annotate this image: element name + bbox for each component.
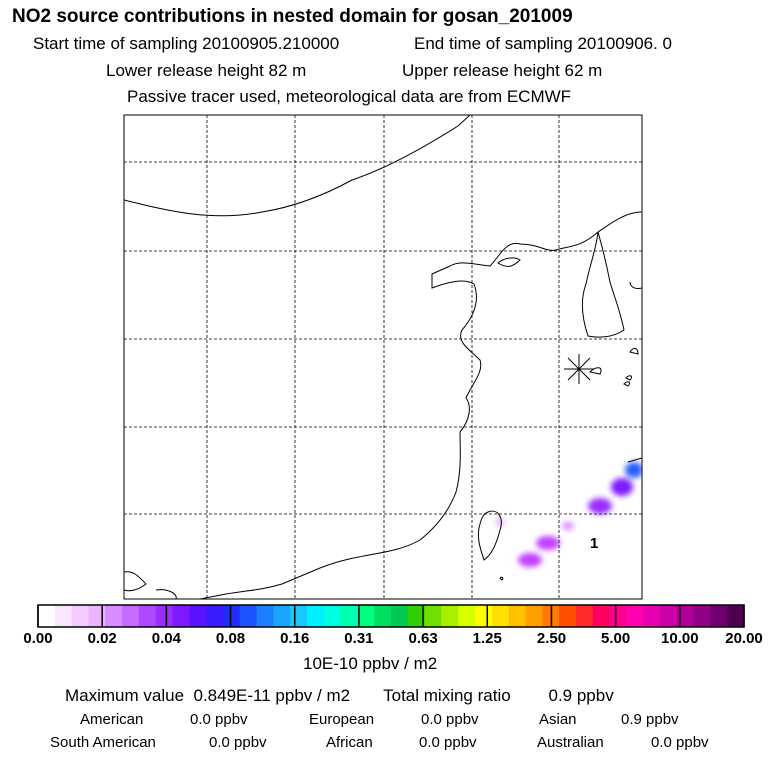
colorbar-swatch [575, 605, 594, 627]
lat-lon-grid [124, 115, 642, 599]
colorbar-swatch [155, 605, 173, 627]
colorbar-swatch [38, 605, 56, 627]
colorbar-swatch [306, 605, 325, 627]
colorbar-swatch [643, 605, 661, 627]
region-value: 0.0 ppbv [651, 734, 709, 751]
receptor-label: 1 [590, 535, 598, 552]
colorbar-swatch [54, 605, 73, 627]
colorbar-swatch [693, 605, 711, 627]
colorbar-tick-label: 2.50 [536, 630, 567, 647]
colorbar-swatch [727, 605, 745, 627]
colorbar-swatch [441, 605, 459, 627]
total-label: Total mixing ratio [383, 686, 511, 705]
colorbar-tick-label: 0.02 [87, 630, 117, 647]
region-name: American [80, 711, 144, 728]
colorbar-swatch [189, 605, 207, 627]
colorbar-swatch [424, 605, 442, 627]
tracer-info: Passive tracer used, meteorological data… [127, 87, 572, 106]
colorbar-swatch [323, 605, 341, 627]
colorbar-tick-label: 0.00 [23, 630, 53, 647]
colorbar-swatch [626, 605, 644, 627]
colorbar-swatch [138, 605, 157, 627]
colorbar-swatch [340, 605, 358, 627]
colorbar-tick-label: 1.25 [472, 630, 502, 647]
plot-title: NO2 source contributions in nested domai… [12, 6, 573, 27]
colorbar-swatch [508, 605, 526, 627]
colorbar-tick-label: 0.63 [408, 630, 438, 647]
colorbar-swatch [172, 605, 190, 627]
colorbar-units: 10E-10 ppbv / m2 [303, 654, 438, 673]
start-time: Start time of sampling 20100905.210000 [33, 34, 340, 53]
max-label: Maximum value [65, 686, 185, 705]
colorbar-tick-label: 0.08 [215, 630, 246, 647]
region-value: 0.9 ppbv [621, 711, 679, 728]
colorbar-swatch [525, 605, 543, 627]
max-value: 0.849E-11 ppbv / m2 [193, 686, 351, 705]
colorbar-swatch [88, 605, 106, 627]
region-value: 0.0 ppbv [209, 734, 267, 751]
colorbar-swatch [475, 605, 493, 627]
coastlines [124, 115, 642, 599]
total-value: 0.9 ppbv [548, 686, 614, 705]
colorbar-tick-label: 5.00 [601, 630, 631, 647]
region-name: European [309, 711, 375, 728]
colorbar-swatch [559, 605, 577, 627]
colorbar-swatch [659, 605, 678, 627]
colorbar-swatch [222, 605, 241, 627]
colorbar-tick-label: 0.31 [344, 630, 374, 647]
colorbar [37, 604, 745, 628]
colorbar-swatch [122, 605, 140, 627]
colorbar-swatch [239, 605, 257, 627]
colorbar-swatch [676, 605, 694, 627]
colorbar-swatch [491, 605, 510, 627]
colorbar-swatch [374, 605, 392, 627]
region-name: Australian [537, 734, 604, 751]
region-value: 0.0 ppbv [190, 711, 248, 728]
summary-line: Maximum value 0.849E-11 ppbv / m2 Total … [65, 686, 614, 706]
colorbar-tick-label: 0.16 [280, 630, 310, 647]
colorbar-swatch [71, 605, 89, 627]
region-value: 0.0 ppbv [421, 711, 479, 728]
lower-release-height: Lower release height 82 m [106, 61, 307, 80]
receptor-star-icon [564, 354, 594, 384]
colorbar-swatch [407, 605, 426, 627]
colorbar-swatch [609, 605, 627, 627]
colorbar-swatch [592, 605, 610, 627]
upper-release-height: Upper release height 62 m [402, 61, 603, 80]
colorbar-swatch [256, 605, 274, 627]
colorbar-swatch [105, 605, 123, 627]
colorbar-swatch [458, 605, 476, 627]
map-frame [123, 114, 643, 600]
colorbar-tick-label: 10.00 [661, 630, 699, 647]
plume-contours [496, 462, 642, 567]
colorbar-swatch [273, 605, 291, 627]
region-value: 0.0 ppbv [419, 734, 477, 751]
region-name: South American [50, 734, 156, 751]
colorbar-tick-label: 20.00 [725, 630, 763, 647]
colorbar-swatch [710, 605, 728, 627]
colorbar-tick-label: 0.04 [151, 630, 181, 647]
colorbar-swatch [357, 605, 375, 627]
region-name: African [326, 734, 373, 751]
colorbar-swatch [290, 605, 308, 627]
colorbar-swatch [391, 605, 409, 627]
region-name: Asian [539, 711, 577, 728]
end-time: End time of sampling 20100906. 0 [414, 34, 673, 53]
colorbar-swatch [206, 605, 224, 627]
